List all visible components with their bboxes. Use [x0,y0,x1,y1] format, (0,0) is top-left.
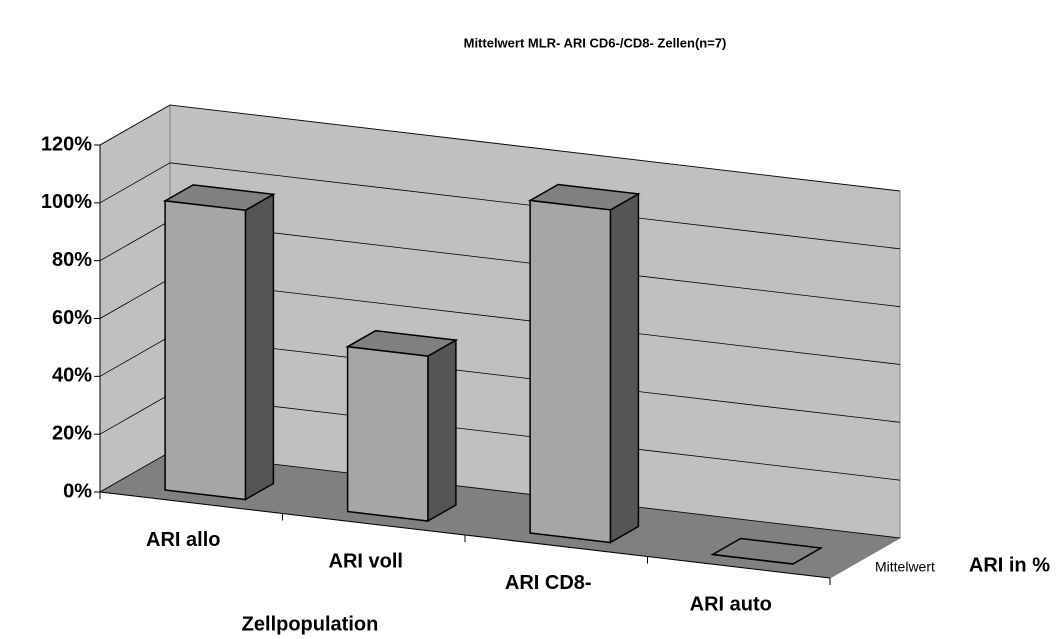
bar [164,200,247,501]
y-tick-label: 60% [52,307,92,329]
chart-title: Mittelwert MLR- ARI CD6-/CD8- Zellen(n=7… [464,35,727,50]
y-tick-label: 40% [52,365,92,387]
y-tick-label: 100% [41,191,92,213]
series-label: Mittelwert [875,559,935,575]
y-tick-label: 120% [41,133,92,155]
y-tick-label: 80% [52,249,92,271]
y-tick-label: 0% [63,480,92,502]
x-tick-label: ARI allo [146,529,220,551]
grid-line [99,104,901,192]
bar-side [427,338,457,523]
z-axis-label: ARI in % [969,554,1050,576]
bar-side [609,192,640,544]
grid-line [99,162,901,250]
x-tick-label: ARI voll [329,551,403,573]
x-tick-label: ARI CD8- [505,572,592,594]
y-tick-label: 20% [52,422,92,444]
bar [529,199,612,544]
bar-side [244,193,275,501]
x-axis-label: Zellpopulation [242,613,379,635]
bar [346,345,429,522]
x-tick-label: ARI auto [690,594,772,616]
bar [712,553,793,565]
